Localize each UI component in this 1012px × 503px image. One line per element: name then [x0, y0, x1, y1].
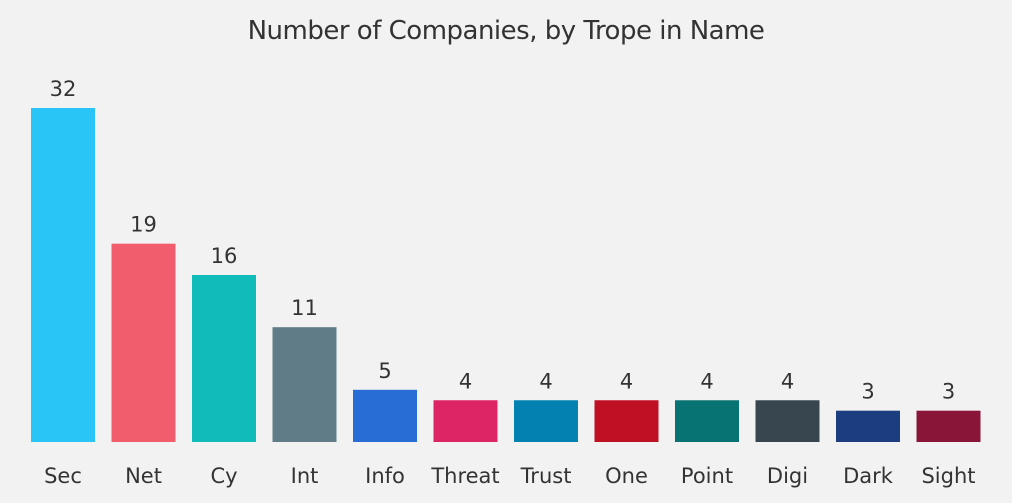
category-label-sight: Sight [921, 464, 975, 488]
value-label-threat: 4 [459, 369, 472, 393]
category-label-int: Int [291, 464, 319, 488]
bar-sight [916, 410, 981, 442]
category-label-dark: Dark [843, 464, 894, 488]
bar-int [272, 327, 337, 442]
bar-cy [192, 275, 256, 442]
bar-threat [433, 400, 498, 442]
value-label-sight: 3 [942, 380, 955, 404]
category-label-sec: Sec [44, 464, 82, 488]
value-label-cy: 16 [211, 244, 238, 268]
category-label-threat: Threat [430, 464, 499, 488]
category-label-trust: Trust [520, 464, 572, 488]
value-label-trust: 4 [539, 369, 552, 393]
category-label-net: Net [125, 464, 162, 488]
value-label-net: 19 [130, 213, 157, 237]
bar-dark [836, 410, 900, 442]
category-label-info: Info [365, 464, 405, 488]
bar-point [675, 400, 739, 442]
value-label-one: 4 [620, 369, 633, 393]
category-label-digi: Digi [767, 464, 808, 488]
value-label-point: 4 [700, 369, 713, 393]
category-label-cy: Cy [210, 464, 237, 488]
category-label-point: Point [681, 464, 733, 488]
value-label-info: 5 [378, 359, 391, 383]
bar-trust [514, 400, 578, 442]
value-label-sec: 32 [50, 77, 77, 101]
chart-title: Number of Companies, by Trope in Name [247, 16, 765, 46]
bar-info [353, 389, 417, 442]
bar-net [111, 243, 176, 442]
value-label-dark: 3 [861, 380, 874, 404]
bar-sec [31, 108, 95, 442]
category-label-one: One [605, 464, 648, 488]
value-label-int: 11 [291, 296, 318, 320]
bar-digi [755, 400, 820, 442]
bar-one [594, 400, 659, 442]
value-label-digi: 4 [781, 369, 794, 393]
